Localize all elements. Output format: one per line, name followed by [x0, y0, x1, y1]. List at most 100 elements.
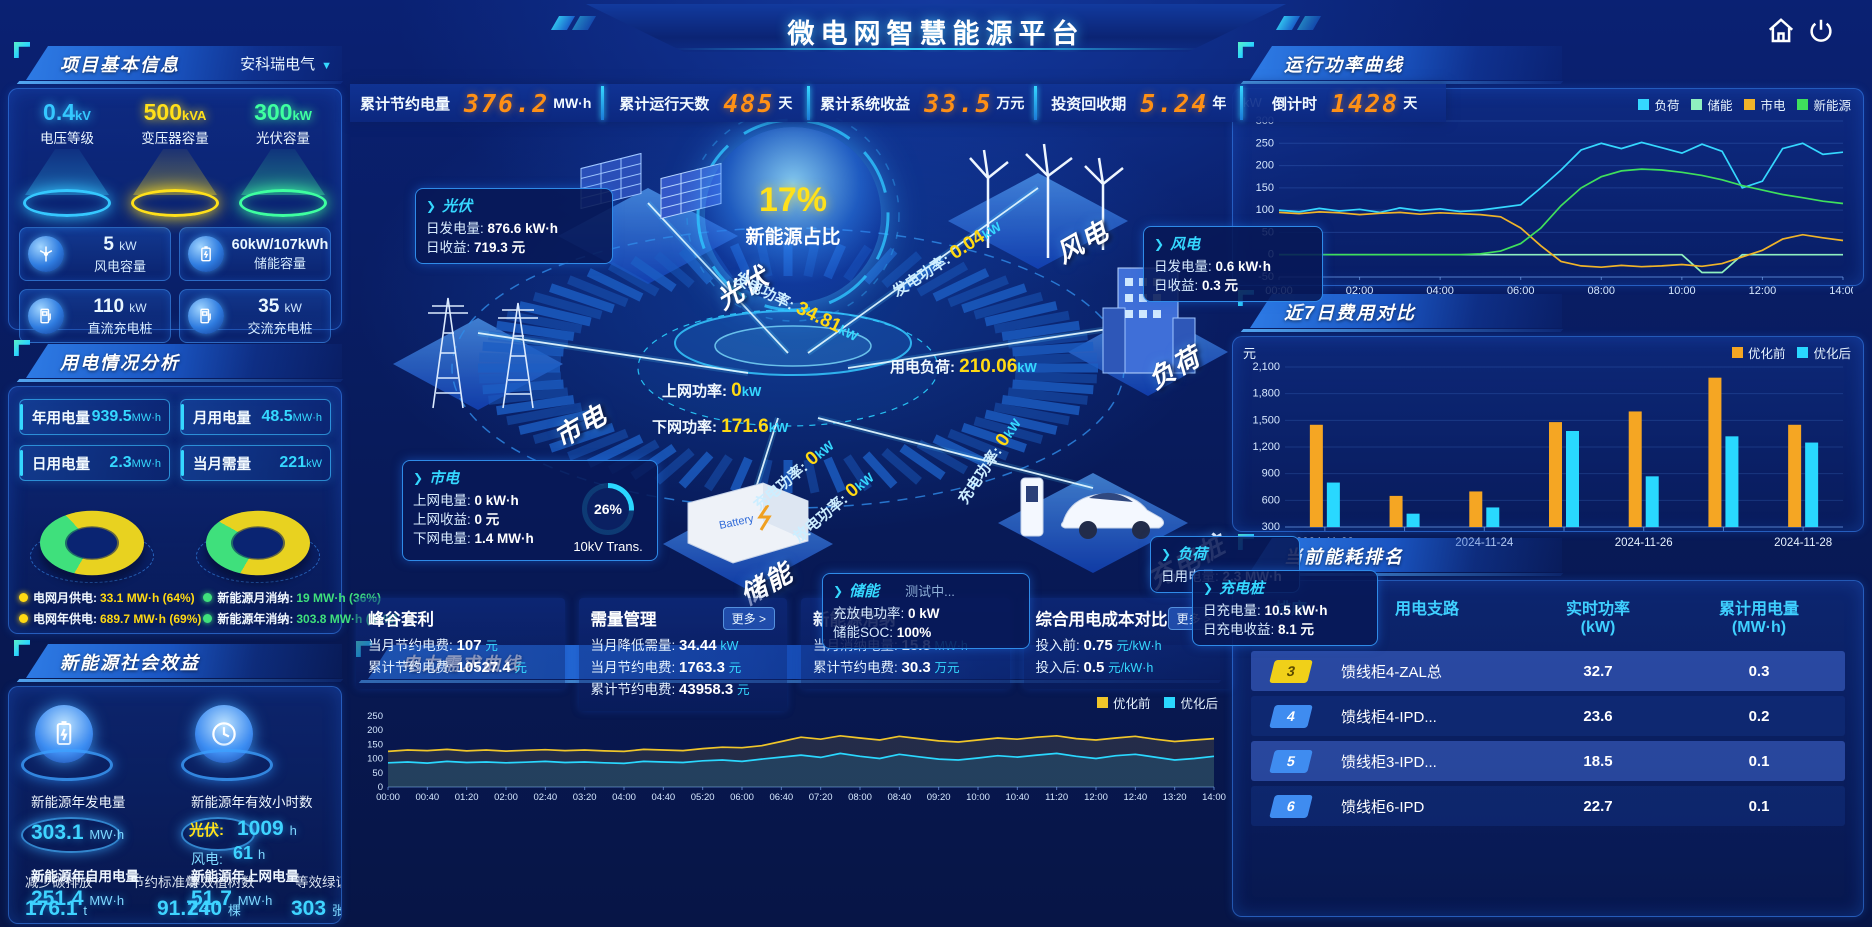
capacity-cone: 0.4kV 电压等级: [17, 99, 117, 217]
legend-item: 储能: [1691, 95, 1732, 114]
diagram-rings: [451, 118, 1149, 514]
transformer-label: 10kV Trans.: [573, 539, 643, 554]
energy-rank-table: 排序用电支路实时功率 (kW)累计用电量 (MW·h)3 馈线柜4-ZAL总 3…: [1233, 581, 1863, 837]
chevron-down-icon: ▼: [321, 60, 332, 72]
capacity-card: 110 kW 直流充电桩: [19, 289, 171, 343]
kpi-3: 投资回收期 5.24 年: [1037, 84, 1240, 122]
usage-label: 当月需量: [193, 456, 251, 473]
trees-value: 240: [187, 897, 223, 920]
table-row[interactable]: 3 馈线柜4-ZAL总 32.7 0.3: [1251, 651, 1845, 691]
self-use-value: 251.4: [31, 887, 84, 910]
svg-text:10:40: 10:40: [1005, 792, 1029, 803]
storage-info-box: ❯ 储能 测试中... 充放电功率: 0 kW 储能SOC: 100%: [822, 573, 1030, 649]
grid-info-box: ❯ 市电 上网电量: 0 kW·h 上网收益: 0 元 下网电量: 1.4 MW·…: [402, 460, 658, 561]
home-button[interactable]: [1766, 16, 1800, 48]
kpi-1: 累计运行天数 485 天: [604, 84, 807, 122]
svg-text:09:20: 09:20: [927, 792, 951, 803]
legend-item: 电网月供电: 33.1 MW·h (64%): [19, 589, 201, 606]
branch-name: 馈线柜4-IPD...: [1341, 708, 1437, 726]
usage-boxes: 年用电量 939.5MW·h 月用电量 48.5MW·h 日用电量 2.3MW·h 当月需量…: [9, 387, 341, 485]
kpi-label: 投资回收期: [1051, 95, 1127, 113]
kpi-2: 累计系统收益 33.5 万元: [810, 84, 1034, 122]
chevron-right-icon: ❯: [1161, 546, 1172, 561]
company-dropdown[interactable]: 安科瑞电气 ▼: [240, 53, 332, 74]
kpi-unit: 万元: [996, 95, 1025, 111]
kpi-4: 倒计时 1428 天: [1243, 84, 1446, 122]
svg-text:08:00: 08:00: [1588, 285, 1616, 297]
renewable-share-label: 新能源占比: [745, 227, 841, 248]
branch-energy: 0.1: [1748, 797, 1770, 815]
branch-energy: 0.3: [1748, 662, 1770, 680]
corner-glyph-icon: [14, 340, 30, 356]
supply-donuts: [9, 485, 341, 583]
coal-label: 节约标准煤: [131, 875, 199, 890]
svg-text:200: 200: [1256, 160, 1274, 172]
capacity-cone: 500kVA 变压器容量: [125, 99, 225, 217]
branch-power: 18.5: [1583, 752, 1613, 770]
gen-label: 新能源年发电量: [31, 795, 126, 810]
benefit-panel: 峰谷套利 当月节约电费: 107 元累计节约电费: 10527.4 元: [356, 598, 565, 689]
svg-text:00:00: 00:00: [376, 792, 400, 803]
svg-text:04:40: 04:40: [651, 792, 675, 803]
corner-glyph-icon: [14, 640, 30, 656]
table-row[interactable]: 6 馈线柜6-IPD 22.7 0.1: [1251, 786, 1845, 826]
svg-text:14:00: 14:00: [1202, 792, 1226, 803]
svg-text:12:00: 12:00: [1084, 792, 1108, 803]
project-info-header: 项目基本信息 安科瑞电气 ▼: [8, 42, 344, 84]
branch-power: 23.6: [1583, 707, 1613, 725]
energy-rank-title: 当前能耗排名: [1284, 547, 1404, 567]
transformer-percent: 26%: [593, 501, 623, 517]
legend-item: 电网年供电: 689.7 MW·h (69%): [19, 610, 201, 627]
trees-label: 等效植树数: [187, 875, 255, 890]
kpi-unit: MW·h: [553, 95, 592, 111]
rank-badge: 4: [1269, 704, 1313, 728]
chevron-right-icon: ❯: [1203, 580, 1214, 595]
cost-compare-panel: 近7日费用对比 元 优化前 优化后 2,100 1,800 1,500 1,200 900…: [1232, 290, 1864, 549]
svg-text:12:40: 12:40: [1123, 792, 1147, 803]
svg-text:08:40: 08:40: [887, 792, 911, 803]
svg-text:600: 600: [1262, 494, 1280, 506]
cost-chart-legend: 优化前 优化后: [1731, 343, 1851, 362]
svg-text:2024-11-28: 2024-11-28: [1774, 537, 1832, 549]
transformer-gauge: 26% 10kV Trans.: [569, 467, 647, 554]
rank-badge: 3: [1269, 659, 1313, 683]
table-row[interactable]: 4 馈线柜4-IPD... 23.6 0.2: [1251, 696, 1845, 736]
power-button[interactable]: [1806, 16, 1840, 48]
pv-hours-value: 1009: [237, 817, 284, 840]
more-button[interactable]: 更多 >: [722, 606, 775, 630]
power-icon: [1810, 19, 1832, 42]
donut-legend: 电网月供电: 33.1 MW·h (64%) 新能源月消纳: 19 MW·h (36%…: [9, 577, 398, 627]
social-benefit-title: 新能源社会效益: [60, 653, 200, 673]
kpi-0: 累计节约电量 376.2 MW·h: [350, 84, 601, 122]
ev-charger-art: [1020, 477, 1165, 539]
header-decoration: [550, 16, 576, 30]
svg-text:06:00: 06:00: [730, 792, 754, 803]
usage-label: 月用电量: [193, 410, 251, 427]
storage-status: 测试中...: [905, 584, 955, 599]
usage-value: 939.5MW·h: [91, 408, 161, 425]
usage-value: 2.3MW·h: [109, 454, 161, 471]
rank-badge: 5: [1269, 749, 1313, 773]
capacity-cones: 0.4kV 电压等级 500kVA 变压器容量 300kW 光伏容量: [9, 89, 341, 217]
co2-label: 减少碳排放: [25, 875, 93, 890]
run-power-header: 运行功率曲线: [1232, 42, 1564, 84]
header-decoration: [571, 16, 597, 30]
branch-energy: 0.2: [1748, 707, 1770, 725]
chevron-right-icon: ❯: [833, 583, 844, 598]
to-grid-value: 51.7: [191, 887, 232, 910]
battery-icon: [201, 246, 211, 262]
kpi-value: 5.24: [1140, 88, 1209, 118]
svg-text:10:00: 10:00: [966, 792, 990, 803]
branch-energy: 0.1: [1748, 752, 1770, 770]
svg-text:900: 900: [1262, 468, 1280, 480]
wind-info-box: ❯ 风电 日发电量: 0.6 kW·h 日收益: 0.3 元: [1143, 226, 1323, 302]
table-row[interactable]: 5 馈线柜3-IPD... 18.5 0.1: [1251, 741, 1845, 781]
benefit-title: 需量管理: [590, 611, 657, 629]
svg-text:150: 150: [367, 739, 383, 750]
to-grid-label: 新能源年上网电量: [191, 869, 299, 884]
load-use-flow: 用电负荷: 210.06kW: [890, 356, 1037, 377]
kpi-value: 485: [723, 88, 775, 118]
svg-text:05:20: 05:20: [691, 792, 715, 803]
svg-text:50: 50: [372, 768, 383, 779]
co2-value: 176.1: [25, 897, 78, 920]
